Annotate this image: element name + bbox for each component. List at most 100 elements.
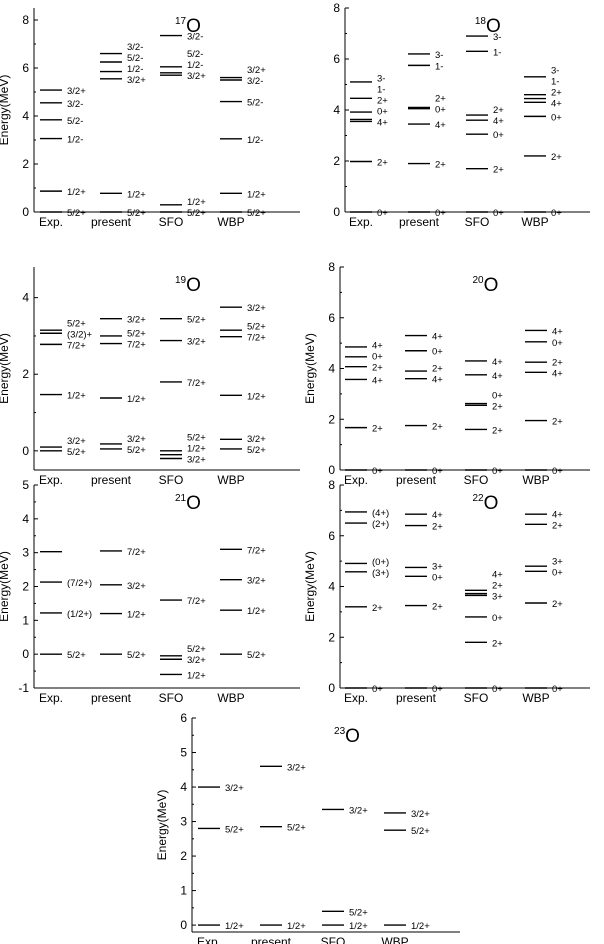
- y-tick-label: -1: [18, 681, 29, 695]
- level-label: 0+: [435, 208, 446, 219]
- x-category-label: present: [396, 691, 437, 705]
- nucleus-title: 17O: [175, 16, 201, 37]
- y-tick-label: 2: [22, 580, 29, 594]
- y-tick-label: 0: [22, 647, 29, 661]
- y-tick-label: 6: [328, 529, 335, 543]
- level-label: 3/2+: [287, 762, 306, 773]
- x-category-label: SFO: [159, 473, 184, 487]
- level-label: 0+: [551, 112, 562, 123]
- y-tick-label: 0: [22, 444, 29, 458]
- x-category-label: present: [251, 935, 292, 944]
- level-label: 3+: [552, 556, 563, 567]
- x-category-label: WBP: [217, 691, 244, 705]
- panel-17O: 02468Energy(MeV)17OExp.5/2+1/2+1/2-5/2-3…: [0, 8, 300, 229]
- level-label: 5/2+: [247, 445, 266, 456]
- level-label: 2+: [493, 165, 504, 176]
- level-label: 0+: [552, 338, 563, 349]
- level-label: 1-: [493, 47, 501, 58]
- level-label: 3-: [551, 65, 559, 76]
- level-label: 3/2+: [127, 315, 146, 326]
- level-label: (4+): [372, 508, 389, 519]
- y-tick-label: 8: [328, 260, 335, 274]
- y-axis-label: Energy(MeV): [0, 75, 11, 146]
- level-label: 1/2+: [287, 921, 306, 932]
- level-label: 1-: [377, 84, 385, 95]
- level-label: 0+: [377, 208, 388, 219]
- level-label: 2+: [493, 105, 504, 116]
- level-label: 3/2+: [187, 655, 206, 666]
- level-label: 3/2+: [187, 337, 206, 348]
- x-category-label: SFO: [321, 935, 346, 944]
- level-label: 0+: [372, 466, 383, 477]
- level-label: 1/2-: [247, 135, 263, 146]
- y-axis-label: Energy(MeV): [0, 333, 11, 404]
- column-exp: Exp.0+2+4+0+2+1-3-: [349, 73, 388, 229]
- panel-22O: 0 2 4 6 8 Energy(MeV) 22O Exp. 0+ 2+ (3+)(0+) (2+)(…: [303, 478, 590, 705]
- level-label: 7/2+: [127, 340, 146, 351]
- level-label: 3/2+: [225, 783, 244, 794]
- y-tick-label: 5: [180, 746, 187, 760]
- level-label: 7/2+: [247, 333, 266, 344]
- level-label: 1/2-: [127, 64, 143, 75]
- level-label: 5/2+: [67, 650, 86, 661]
- y-tick-label: 5: [22, 478, 29, 492]
- level-label: (3+): [372, 568, 389, 579]
- y-tick-label: 0: [328, 463, 335, 477]
- x-category-label: SFO: [465, 215, 490, 229]
- level-label: 4+: [372, 375, 383, 386]
- level-label: 2+: [432, 522, 443, 533]
- level-label: 3/2-: [67, 99, 83, 110]
- level-label: 1/2+: [187, 197, 206, 208]
- x-category-label: Exp.: [344, 473, 368, 487]
- level-label: 3/2+: [187, 455, 206, 466]
- panel-21O: -1 0 1 2 3 4 5 Energy(MeV) 21O Exp. 5/2+ (1/2+) (7/2…: [0, 478, 300, 705]
- y-tick-label: 1: [180, 884, 187, 898]
- level-label: 2+: [432, 422, 443, 433]
- y-tick-label: 0: [333, 205, 340, 219]
- level-label: 1/2+: [247, 606, 266, 617]
- nucleus-title: 18O: [475, 16, 501, 37]
- level-label: 3/2+: [247, 303, 266, 314]
- level-label: 1/2+: [187, 444, 206, 455]
- y-tick-label: 4: [328, 580, 335, 594]
- level-label: 3-: [435, 50, 443, 61]
- level-label: 2+: [552, 417, 563, 428]
- y-tick-label: 2: [22, 157, 29, 171]
- level-label: 5/2+: [127, 208, 146, 219]
- level-label: 0+: [432, 466, 443, 477]
- level-label: 5/2+: [67, 208, 86, 219]
- level-label: 2+: [432, 602, 443, 613]
- level-label: 4+: [492, 569, 503, 580]
- x-category-label: present: [399, 215, 440, 229]
- y-tick-label: 2: [180, 849, 187, 863]
- level-label: 4+: [492, 371, 503, 382]
- level-label: 5/2+: [187, 315, 206, 326]
- level-label: 1/2+: [67, 391, 86, 402]
- level-label: 3/2-: [127, 42, 143, 53]
- column-exp: Exp.0+2+4+2+0+4+: [344, 341, 383, 487]
- level-label: 2+: [551, 87, 562, 98]
- x-category-label: present: [91, 473, 132, 487]
- level-label: 1-: [551, 76, 559, 87]
- level-label: 5/2+: [247, 650, 266, 661]
- level-label: 4+: [493, 116, 504, 127]
- level-label: 0+: [492, 390, 503, 401]
- level-label: 5/2-: [187, 49, 203, 60]
- level-label: 7/2+: [127, 547, 146, 558]
- y-tick-label: 6: [333, 52, 340, 66]
- x-category-label: WBP: [217, 215, 244, 229]
- level-label: 5/2+: [187, 433, 206, 444]
- level-label: 5/2+: [127, 650, 146, 661]
- level-label: 2+: [492, 425, 503, 436]
- level-label: 3/2-: [187, 32, 203, 43]
- level-label: 5/2+: [187, 644, 206, 655]
- y-tick-label: 4: [22, 109, 29, 123]
- level-label: 5/2-: [67, 116, 83, 127]
- level-label: 1/2+: [127, 610, 146, 621]
- x-category-label: SFO: [464, 691, 489, 705]
